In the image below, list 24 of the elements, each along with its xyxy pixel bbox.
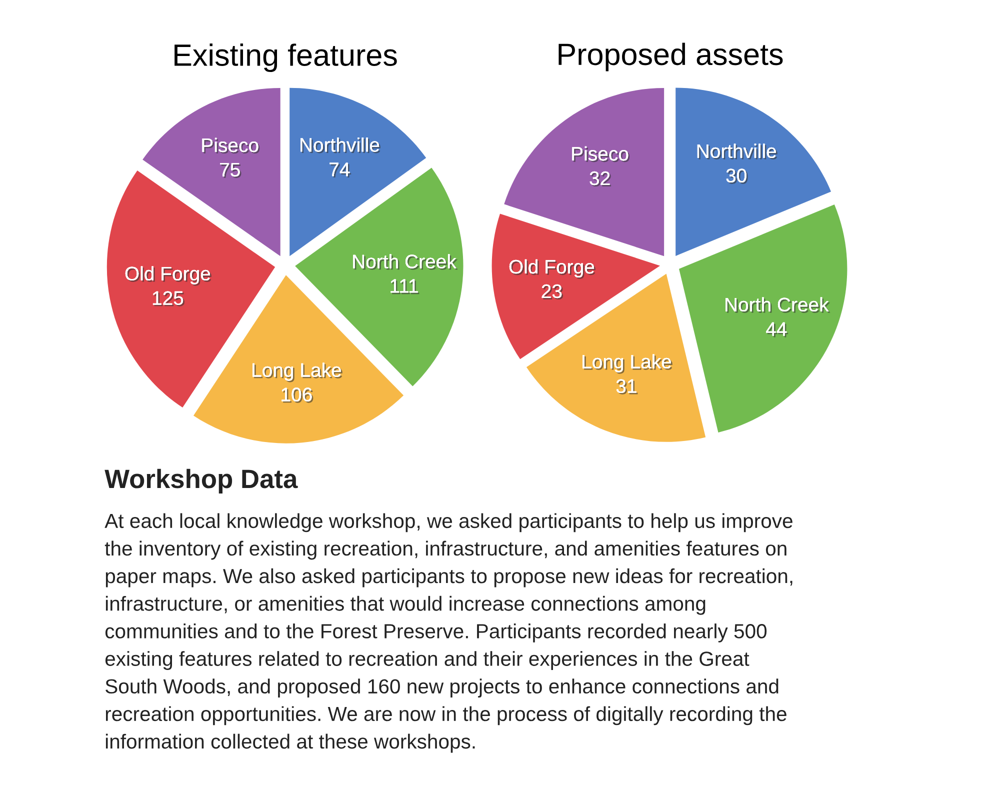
data-label: 125: [152, 291, 184, 306]
text: At each local knowledge workshop, we asked participants to help us improve the inventory of existing recreation, infrastructure, and amenities features on paper maps. We also asked participants to propose new ideas for recreation, infrastructure, or amenities that would increase connections among communities and to the Forest Preserve. Participants recorded nearly 500 existing features related to recreation and their experiences in the Great South Woods, and proposed 160 new projects to enhance connections and recreation opportunities. We are now in the process of digitally recording the information collected at these workshops.: [104, 513, 792, 753]
slice-label: North Creek: [726, 297, 830, 313]
slice-label: Old Forge: [125, 266, 212, 286]
data-label: 75: [220, 163, 242, 178]
data-label: 74: [330, 162, 352, 178]
chart-title: Existing features: [174, 44, 397, 72]
slice-label: Long Lake: [582, 354, 672, 374]
data-label: 31: [616, 379, 638, 394]
data-label: 30: [726, 168, 748, 184]
slice-label: Piseco: [572, 146, 630, 162]
data-label: 32: [590, 171, 612, 187]
data-label: 111: [390, 279, 420, 294]
slice-label: Piseco: [202, 138, 260, 154]
data-label: 23: [542, 284, 564, 300]
data-label: 106: [282, 388, 314, 403]
chart-title: Proposed assets: [558, 42, 783, 72]
slice-label: Northville: [300, 138, 381, 154]
data-label: 44: [766, 322, 788, 338]
text: Workshop Data: [104, 468, 298, 494]
slice-label: Long Lake: [252, 362, 342, 382]
slice-label: Northville: [697, 144, 778, 160]
slice-label: Old Forge: [509, 259, 596, 279]
slice-label: North Creek: [353, 254, 458, 270]
